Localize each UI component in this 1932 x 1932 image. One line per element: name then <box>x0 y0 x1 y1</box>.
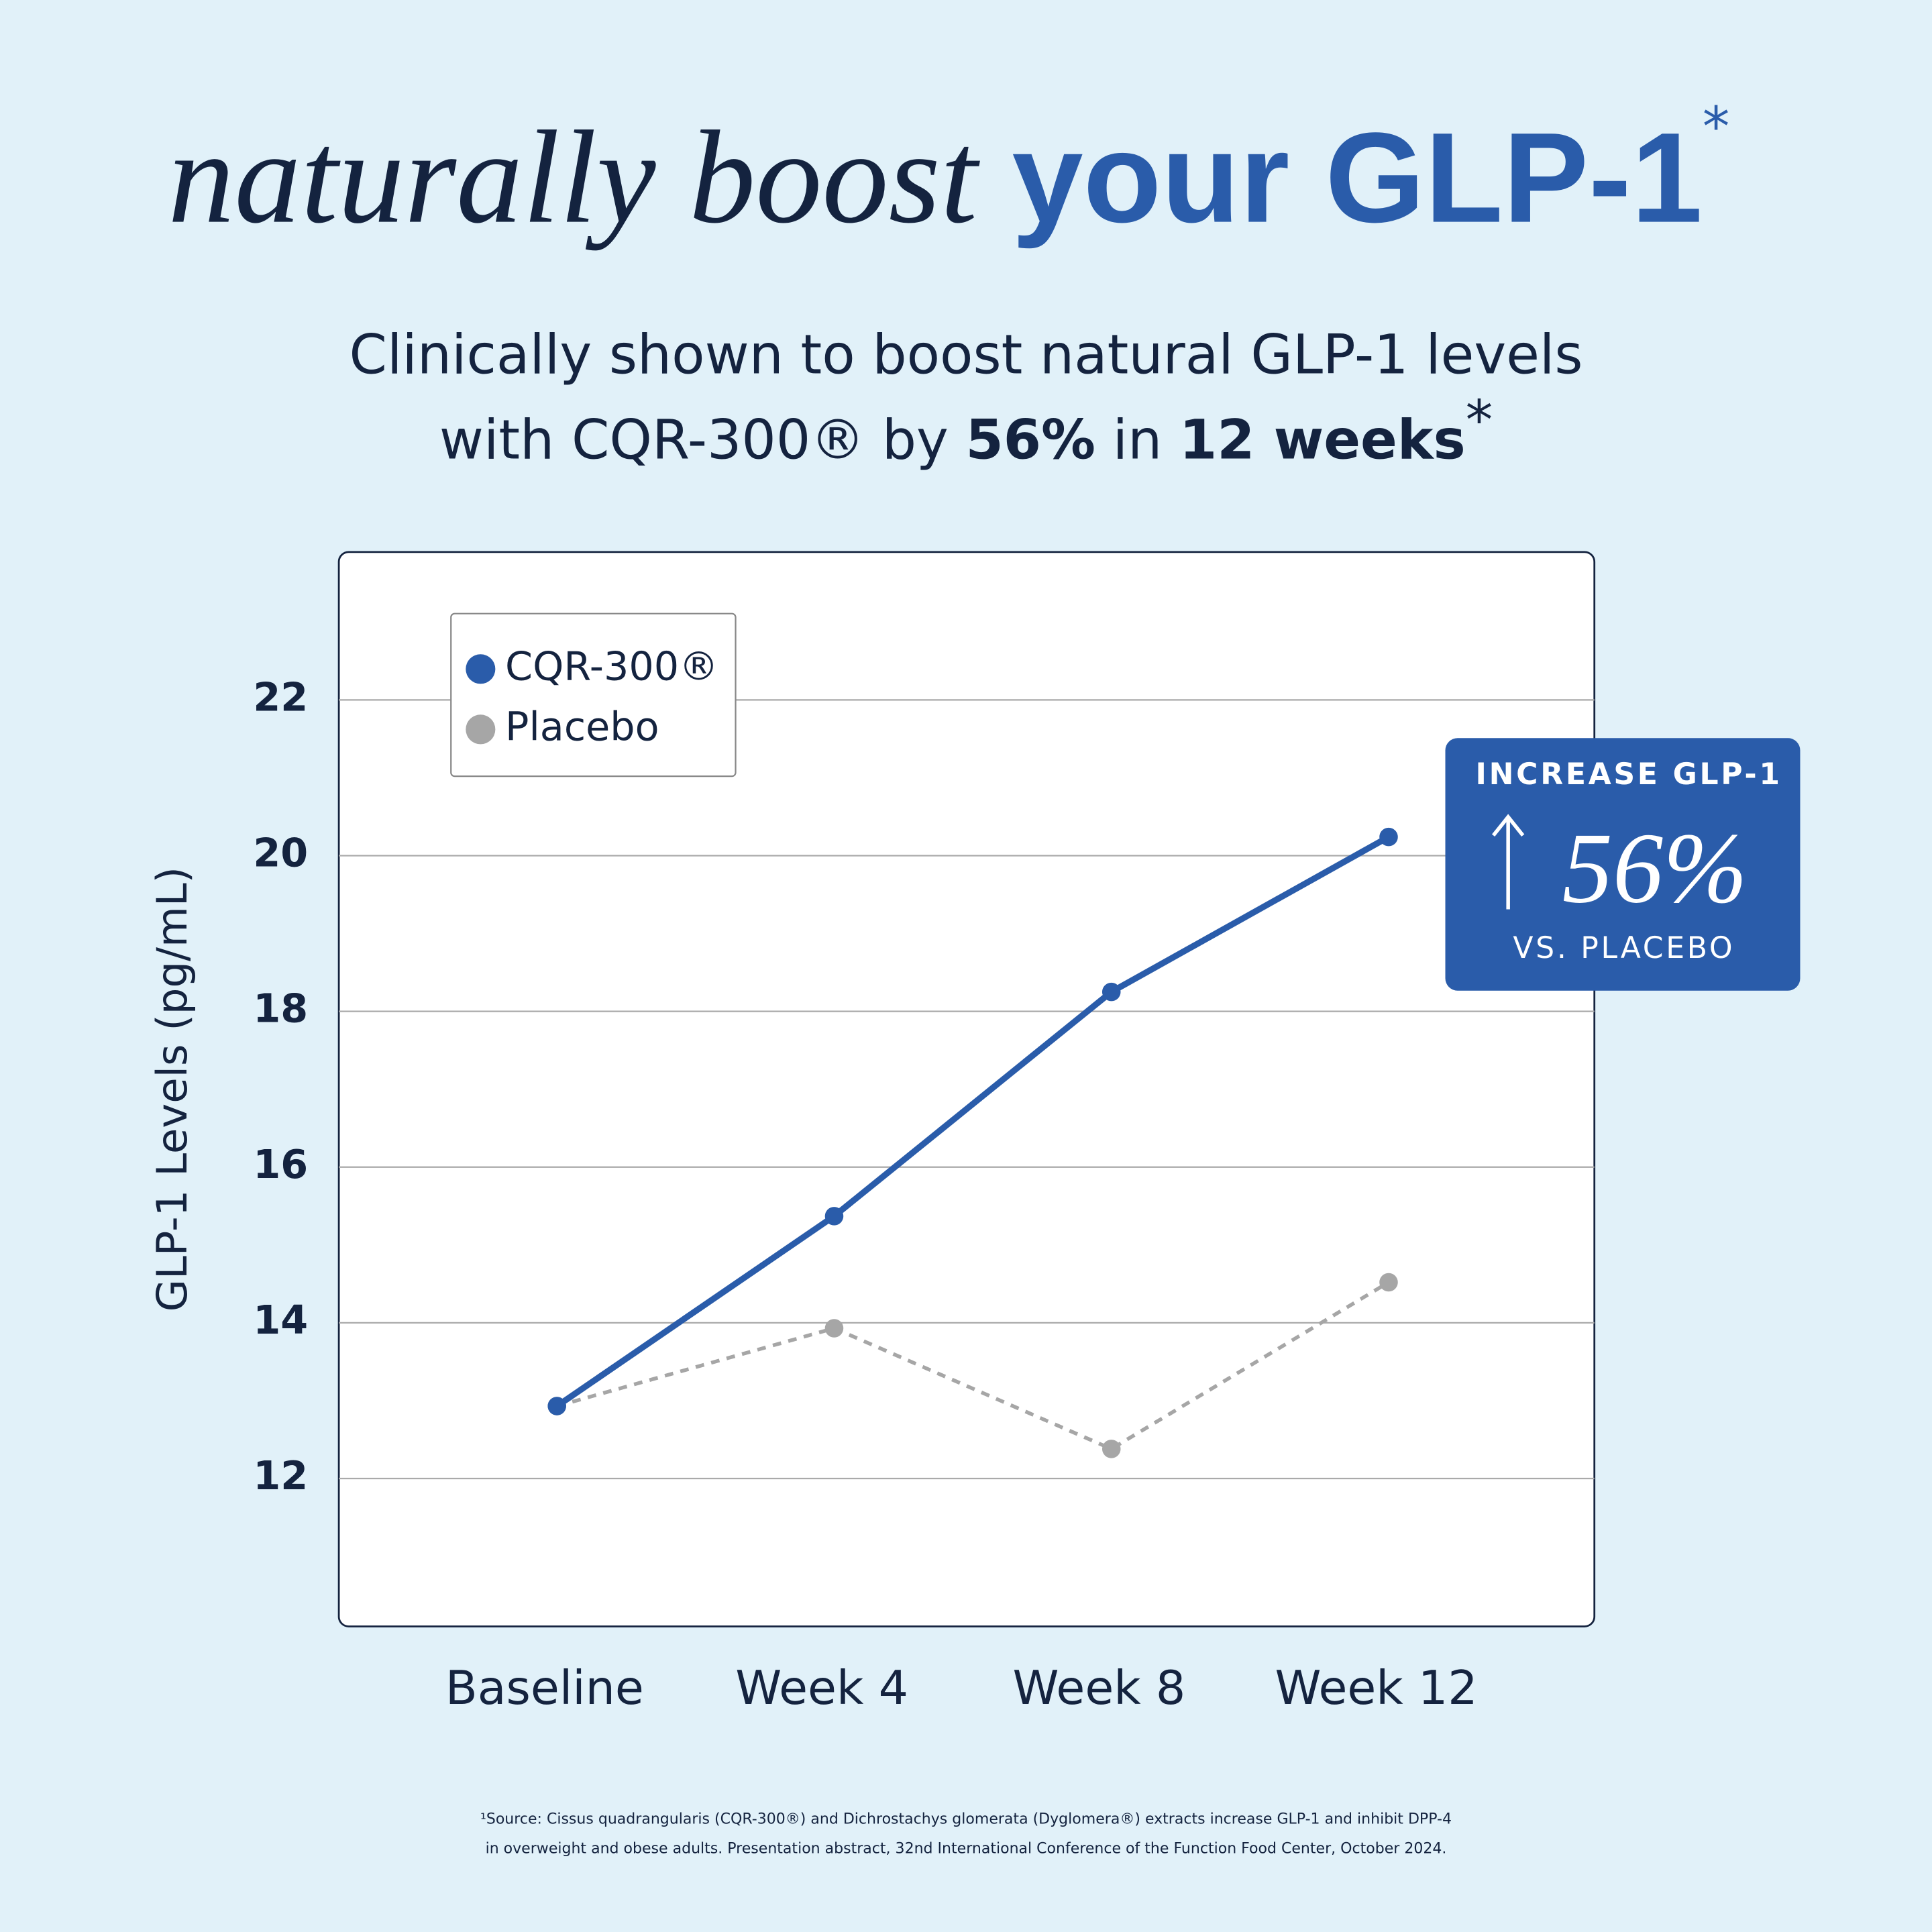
subtitle-highlight: 56% <box>966 409 1095 472</box>
y-tick-label: 16 <box>253 1141 308 1187</box>
legend-marker <box>466 714 496 745</box>
y-tick-label: 12 <box>253 1452 308 1499</box>
y-tick-label: 22 <box>253 674 308 720</box>
data-point <box>547 1397 566 1415</box>
y-tick-label: 18 <box>253 985 308 1032</box>
data-point <box>824 1319 844 1338</box>
subtitle-highlight: 12 weeks <box>1179 409 1466 472</box>
x-tick-label: Week 12 <box>1275 1661 1478 1715</box>
callout-title: INCREASE GLP-1 <box>1476 757 1782 792</box>
y-tick-label: 14 <box>253 1297 308 1343</box>
callout-arrow-head <box>1491 814 1525 837</box>
data-point <box>1379 1273 1398 1292</box>
legend-label: CQR-300® <box>505 643 718 689</box>
series-line <box>556 1281 1390 1451</box>
title-bold: your GLP-1 <box>1012 107 1703 250</box>
footnote: in overweight and obese adults. Presenta… <box>486 1840 1447 1857</box>
legend-label: Placebo <box>505 703 659 749</box>
data-point <box>1102 982 1121 1002</box>
subtitle-mark: * <box>1466 389 1493 452</box>
callout-value: 56% <box>1562 812 1748 924</box>
subtitle-text: in <box>1113 409 1163 472</box>
x-tick-label: Week 8 <box>1012 1661 1185 1715</box>
y-axis-label: GLP-1 Levels (pg/mL) <box>148 867 197 1311</box>
subtitle-text: with CQR-300® by <box>439 409 949 472</box>
callout-subtitle: VS. PLACEBO <box>1513 931 1735 965</box>
data-point <box>824 1207 844 1226</box>
title: naturally boost your GLP-1* <box>168 96 1729 251</box>
x-tick-label: Baseline <box>445 1661 644 1715</box>
y-tick-label: 20 <box>253 830 308 876</box>
callout-box <box>1445 738 1801 991</box>
title-italic: naturally boost <box>168 103 981 251</box>
series-line <box>555 834 1391 1409</box>
data-point <box>1379 827 1398 847</box>
data-point <box>1102 1440 1121 1458</box>
subtitle: with CQR-300® by 56% in 12 weeks* <box>439 389 1493 472</box>
title-mark: * <box>1703 96 1729 159</box>
legend-marker <box>466 654 496 684</box>
plot-area <box>337 551 1596 1627</box>
x-tick-label: Week 4 <box>735 1661 908 1715</box>
subtitle: Clinically shown to boost natural GLP-1 … <box>350 324 1583 387</box>
legend-box <box>450 612 737 777</box>
footnote: ¹Source: Cissus quadrangularis (CQR-300®… <box>480 1811 1452 1827</box>
